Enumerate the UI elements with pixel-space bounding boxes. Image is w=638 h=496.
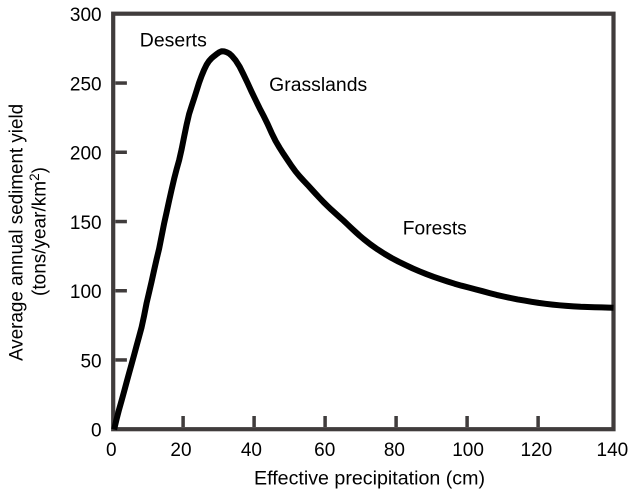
svg-text:Grasslands: Grasslands: [269, 75, 367, 96]
svg-text:0: 0: [91, 421, 102, 442]
svg-text:100: 100: [70, 282, 102, 303]
svg-text:(tons/year/km2): (tons/year/km2): [27, 167, 50, 296]
svg-text:300: 300: [70, 5, 102, 26]
svg-text:150: 150: [70, 213, 102, 234]
svg-text:40: 40: [241, 440, 262, 461]
svg-text:80: 80: [384, 440, 405, 461]
svg-text:Deserts: Deserts: [140, 30, 207, 51]
svg-text:60: 60: [314, 440, 335, 461]
svg-text:200: 200: [70, 144, 102, 165]
svg-text:250: 250: [70, 75, 102, 96]
svg-text:50: 50: [80, 352, 101, 373]
svg-text:Effective precipitation (cm): Effective precipitation (cm): [254, 467, 485, 489]
svg-text:Average annual sediment yield: Average annual sediment yield: [7, 104, 28, 361]
svg-text:140: 140: [597, 440, 629, 461]
svg-text:120: 120: [521, 440, 553, 461]
svg-text:100: 100: [452, 440, 484, 461]
svg-text:0: 0: [106, 440, 117, 461]
svg-text:Forests: Forests: [403, 219, 467, 240]
svg-text:20: 20: [170, 440, 191, 461]
